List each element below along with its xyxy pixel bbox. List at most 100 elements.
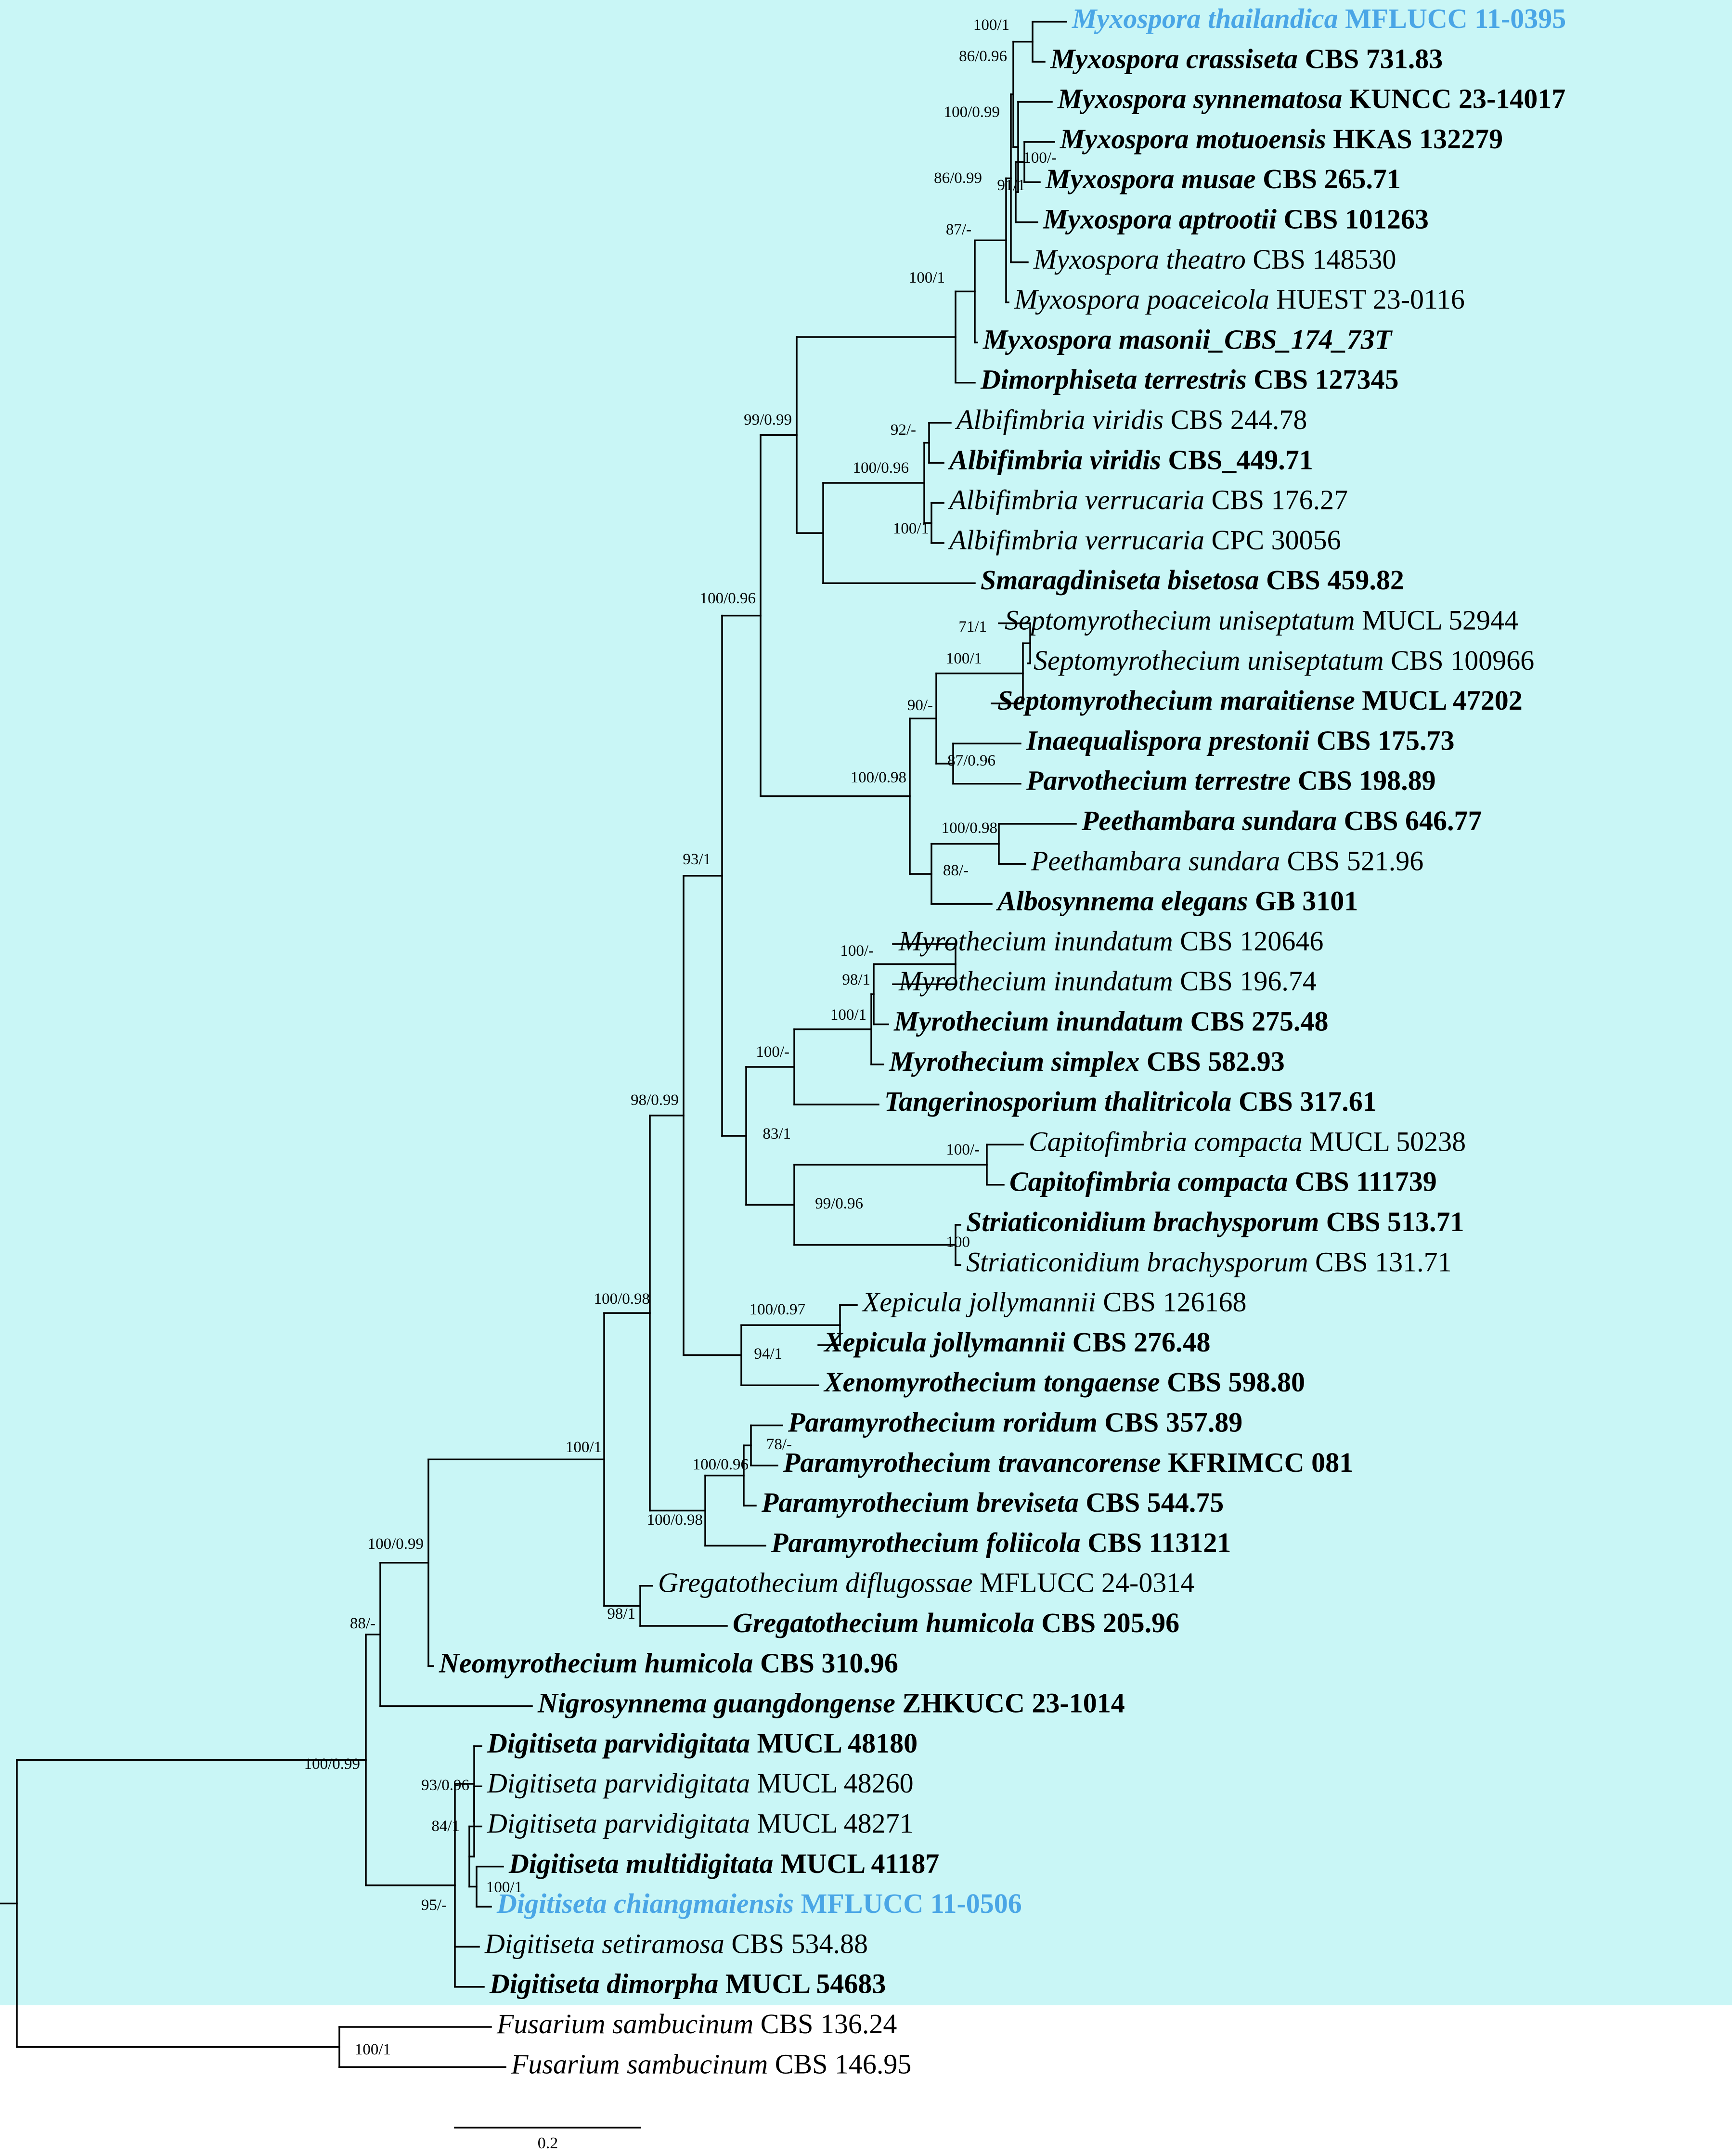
taxon-strain: CBS 176.27 xyxy=(1204,484,1348,516)
taxon-label: Capitofimbria compacta MUCL 50238 xyxy=(1029,1126,1466,1157)
taxon-strain: CBS 120646 xyxy=(1173,925,1324,957)
taxon-strain: CBS 310.96 xyxy=(753,1648,898,1679)
taxon-label: Parvothecium terrestre CBS 198.89 xyxy=(1026,765,1436,796)
taxon-label: Septomyrothecium maraitiense MUCL 47202 xyxy=(997,685,1523,716)
taxon-label: Albosynnema elegans GB 3101 xyxy=(996,885,1358,917)
support-value: 100 xyxy=(946,1234,970,1251)
taxon-label: Xepicula jollymannii CBS 276.48 xyxy=(823,1326,1210,1358)
taxon-label: Peethambara sundara CBS 521.96 xyxy=(1031,845,1423,877)
taxon-species-name: Albifimbria viridis xyxy=(948,444,1161,476)
taxon-label: Myxospora poaceicola HUEST 23-0116 xyxy=(1014,284,1465,315)
taxon-strain: ZHKUCC 23-1014 xyxy=(895,1688,1125,1719)
taxon-label: Xepicula jollymannii CBS 126168 xyxy=(862,1286,1246,1318)
support-value: 100/0.96 xyxy=(693,1456,749,1473)
taxon-species-name: Myrothecium inundatum xyxy=(893,1006,1183,1037)
taxon-species-name: Digitiseta parvidigitata xyxy=(487,1808,750,1839)
taxon-strain: MUCL 50238 xyxy=(1303,1126,1466,1157)
taxon-label: Paramyrothecium foliicola CBS 113121 xyxy=(771,1527,1231,1559)
support-value: 78/- xyxy=(766,1436,792,1453)
taxon-label: Albifimbria viridis CBS_449.71 xyxy=(948,444,1313,476)
taxon-strain: MFLUCC 11-0506 xyxy=(794,1888,1022,1919)
taxon-label: Nigrosynnema guangdongense ZHKUCC 23-101… xyxy=(537,1688,1125,1719)
taxon-species-name: Septomyrothecium maraitiense xyxy=(997,685,1355,716)
taxon-label: Neomyrothecium humicola CBS 310.96 xyxy=(439,1648,898,1679)
support-value: 91/1 xyxy=(997,177,1025,194)
support-value: 86/0.99 xyxy=(934,169,982,187)
taxon-label: Myrothecium simplex CBS 582.93 xyxy=(889,1046,1285,1077)
support-value: 100/1 xyxy=(973,16,1009,34)
taxon-species-name: Gregatothecium diflugossae xyxy=(658,1567,973,1598)
taxon-species-name: Myxospora motuoensis xyxy=(1060,123,1326,155)
ingroup-background xyxy=(0,0,1732,2005)
taxon-label: Xenomyrothecium tongaense CBS 598.80 xyxy=(823,1367,1305,1398)
support-value: 100/0.98 xyxy=(594,1290,650,1308)
taxon-species-name: Digitiseta multidigitata xyxy=(508,1848,773,1879)
taxon-label: Myxospora musae CBS 265.71 xyxy=(1045,164,1401,195)
taxon-strain: MUCL 48260 xyxy=(750,1768,913,1799)
taxon-species-name: Tangerinosporium thalitricola xyxy=(884,1086,1231,1117)
taxon-strain: CBS_449.71 xyxy=(1161,444,1313,476)
support-value: 100/0.96 xyxy=(853,459,909,477)
taxon-label: Inaequalispora prestonii CBS 175.73 xyxy=(1026,725,1455,756)
scale-bar-label: 0.2 xyxy=(538,2134,558,2152)
taxon-label: Digitiseta chiangmaiensis MFLUCC 11-0506 xyxy=(496,1888,1022,1919)
scale-bar: 0.2 xyxy=(454,2127,641,2152)
taxon-species-name: Myxospora synnematosa xyxy=(1057,83,1342,115)
taxon-species-name: Fusarium sambucinum xyxy=(496,2008,753,2039)
taxon-label: Myxospora synnematosa KUNCC 23-14017 xyxy=(1057,83,1565,115)
taxon-strain: CBS 136.24 xyxy=(753,2008,897,2039)
taxon-strain: MFLUCC 24-0314 xyxy=(973,1567,1195,1598)
taxon-strain: MUCL 41187 xyxy=(773,1848,939,1879)
taxon-species-name: Myxospora thailandica xyxy=(1072,3,1338,34)
taxon-strain: KFRIMCC 081 xyxy=(1161,1447,1354,1478)
taxon-species-name: Digitiseta chiangmaiensis xyxy=(496,1888,794,1919)
taxon-species-name: Myxospora aptrootii xyxy=(1043,204,1277,235)
taxon-strain: CBS 265.71 xyxy=(1256,164,1401,195)
tree-branches xyxy=(0,21,1077,2068)
taxon-species-name: Albifimbria verrucaria xyxy=(947,524,1204,556)
taxon-species-name: Septomyrothecium uniseptatum xyxy=(1005,605,1355,636)
support-value: 88/- xyxy=(943,862,969,879)
support-value: 99/0.99 xyxy=(744,411,792,429)
taxon-label: Myrothecium inundatum CBS 196.74 xyxy=(898,966,1317,997)
taxon-species-name: Myxospora poaceicola xyxy=(1014,284,1269,315)
taxon-species-name: Septomyrothecium uniseptatum xyxy=(1034,645,1384,676)
taxon-species-name: Digitiseta dimorpha xyxy=(489,1968,718,2000)
taxon-label: Fusarium sambucinum CBS 136.24 xyxy=(496,2008,897,2039)
support-value: 100/0.99 xyxy=(304,1755,360,1773)
taxon-strain: HUEST 23-0116 xyxy=(1269,284,1465,315)
support-value: 100/1 xyxy=(566,1439,602,1456)
taxon-strain: MUCL 48271 xyxy=(750,1808,913,1839)
taxon-strain: CBS 275.48 xyxy=(1183,1006,1328,1037)
support-value: 100/1 xyxy=(946,650,982,667)
taxon-strain: CBS 731.83 xyxy=(1298,43,1443,75)
taxon-strain: CBS 521.96 xyxy=(1280,845,1423,877)
taxon-strain: CBS 126168 xyxy=(1096,1286,1247,1318)
support-value: 100/1 xyxy=(893,520,929,537)
support-value: 88/- xyxy=(350,1615,375,1632)
support-value: 93/1 xyxy=(683,851,711,868)
taxon-species-name: Smaragdiniseta bisetosa xyxy=(981,565,1259,596)
support-value: 87/0.96 xyxy=(947,752,995,769)
taxon-species-name: Digitiseta setiramosa xyxy=(484,1928,724,1960)
support-value: 100/0.97 xyxy=(750,1301,805,1318)
taxon-strain: CBS 113121 xyxy=(1081,1527,1231,1559)
taxon-species-name: Paramyrothecium foliicola xyxy=(771,1527,1081,1559)
taxon-label: Digitiseta multidigitata MUCL 41187 xyxy=(508,1848,939,1879)
taxon-label: Paramyrothecium roridum CBS 357.89 xyxy=(788,1407,1242,1438)
taxon-strain: KUNCC 23-14017 xyxy=(1342,83,1565,115)
taxon-label: Myxospora motuoensis HKAS 132279 xyxy=(1060,123,1503,155)
support-value: 99/0.96 xyxy=(815,1195,863,1212)
taxon-label: Striaticonidium brachysporum CBS 131.71 xyxy=(966,1247,1452,1278)
taxon-species-name: Striaticonidium brachysporum xyxy=(966,1206,1319,1237)
taxon-strain: CBS 101263 xyxy=(1277,204,1429,235)
taxon-label: Myxospora thailandica MFLUCC 11-0395 xyxy=(1072,3,1566,34)
taxon-strain: CBS 534.88 xyxy=(724,1928,868,1960)
taxon-label: Septomyrothecium uniseptatum CBS 100966 xyxy=(1034,645,1534,676)
taxon-species-name: Capitofimbria compacta xyxy=(1029,1126,1303,1157)
taxon-species-name: Myxospora theatro xyxy=(1033,244,1246,275)
taxon-strain: CBS 513.71 xyxy=(1319,1206,1464,1237)
support-value: 100/0.98 xyxy=(942,819,997,837)
taxon-species-name: Nigrosynnema guangdongense xyxy=(537,1688,895,1719)
taxon-strain: CBS 598.80 xyxy=(1160,1367,1305,1398)
